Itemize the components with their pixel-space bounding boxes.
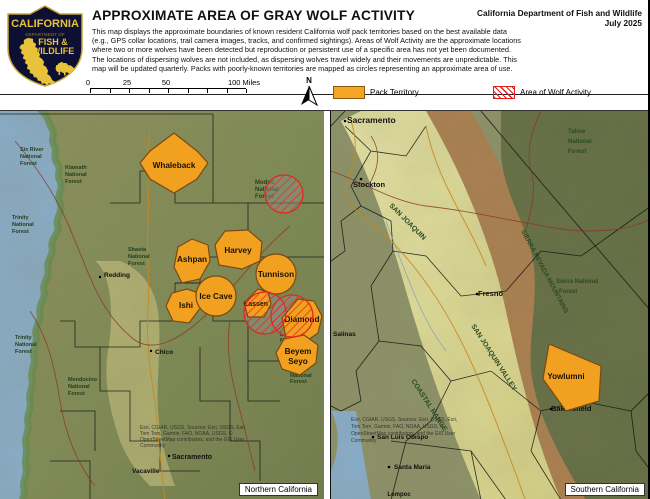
svg-text:Stockton: Stockton xyxy=(353,180,386,189)
svg-text:Lompoc: Lompoc xyxy=(387,492,411,498)
svg-text:Forest: Forest xyxy=(12,229,29,235)
svg-text:Trinity: Trinity xyxy=(12,215,29,221)
svg-text:Trinity: Trinity xyxy=(15,335,32,341)
svg-text:Forest: Forest xyxy=(68,391,85,397)
svg-text:Sierra National: Sierra National xyxy=(556,279,599,285)
svg-text:Tunnison: Tunnison xyxy=(258,270,294,279)
svg-text:OpenStreetMap contributors, an: OpenStreetMap contributors, and the GIS … xyxy=(351,431,456,437)
svg-text:Klamath: Klamath xyxy=(65,165,87,171)
svg-text:National: National xyxy=(128,254,150,260)
svg-text:Tom Tom, Garmin, FAO, NOAA, US: Tom Tom, Garmin, FAO, NOAA, USGS, © xyxy=(140,430,233,437)
svg-text:Forest: Forest xyxy=(20,161,37,167)
svg-text:Ishi: Ishi xyxy=(179,301,193,310)
svg-text:Yowlumni: Yowlumni xyxy=(547,372,584,381)
svg-text:Forest: Forest xyxy=(128,261,145,267)
svg-text:Six River: Six River xyxy=(20,147,44,153)
svg-text:National: National xyxy=(20,154,42,160)
svg-text:Vacaville: Vacaville xyxy=(132,468,160,475)
svg-text:National: National xyxy=(65,172,87,178)
svg-text:Santa Maria: Santa Maria xyxy=(394,464,431,471)
svg-text:Forest: Forest xyxy=(559,289,577,295)
svg-text:Sacramento: Sacramento xyxy=(172,454,212,461)
svg-text:Community: Community xyxy=(140,443,166,449)
svg-text:Redding: Redding xyxy=(104,272,130,279)
svg-text:National: National xyxy=(15,342,37,348)
svg-text:CALIFORNIA: CALIFORNIA xyxy=(11,18,79,30)
svg-text:Forest: Forest xyxy=(290,379,307,385)
svg-text:Seyo: Seyo xyxy=(288,357,308,366)
svg-text:National: National xyxy=(568,139,592,145)
svg-text:Tom Tom, Garmin, FAO, NOAA, US: Tom Tom, Garmin, FAO, NOAA, USGS, © xyxy=(351,423,444,430)
svg-text:Mendocino: Mendocino xyxy=(68,377,98,383)
svg-text:Beyem: Beyem xyxy=(285,347,312,356)
svg-text:Salinas: Salinas xyxy=(333,331,356,338)
svg-text:Ice Cave: Ice Cave xyxy=(199,292,233,301)
svg-text:National: National xyxy=(68,384,90,390)
svg-text:Esri, CGIAR, USGS, Sources: Es: Esri, CGIAR, USGS, Sources: Esri, USGS, … xyxy=(351,417,457,423)
svg-text:Chico: Chico xyxy=(155,349,173,356)
svg-text:Ashpan: Ashpan xyxy=(177,255,207,264)
svg-text:National: National xyxy=(12,222,34,228)
svg-text:Tahoe: Tahoe xyxy=(568,129,586,135)
svg-text:Community: Community xyxy=(351,438,377,444)
svg-text:Harvey: Harvey xyxy=(224,246,252,255)
svg-text:Forest: Forest xyxy=(15,349,32,355)
svg-text:Shasta: Shasta xyxy=(128,247,147,253)
svg-text:Fresno: Fresno xyxy=(478,289,503,298)
svg-text:Forest: Forest xyxy=(65,179,82,185)
svg-text:Sacramento: Sacramento xyxy=(347,115,396,125)
svg-text:Whaleback: Whaleback xyxy=(153,161,196,170)
svg-text:Forest: Forest xyxy=(568,149,586,155)
